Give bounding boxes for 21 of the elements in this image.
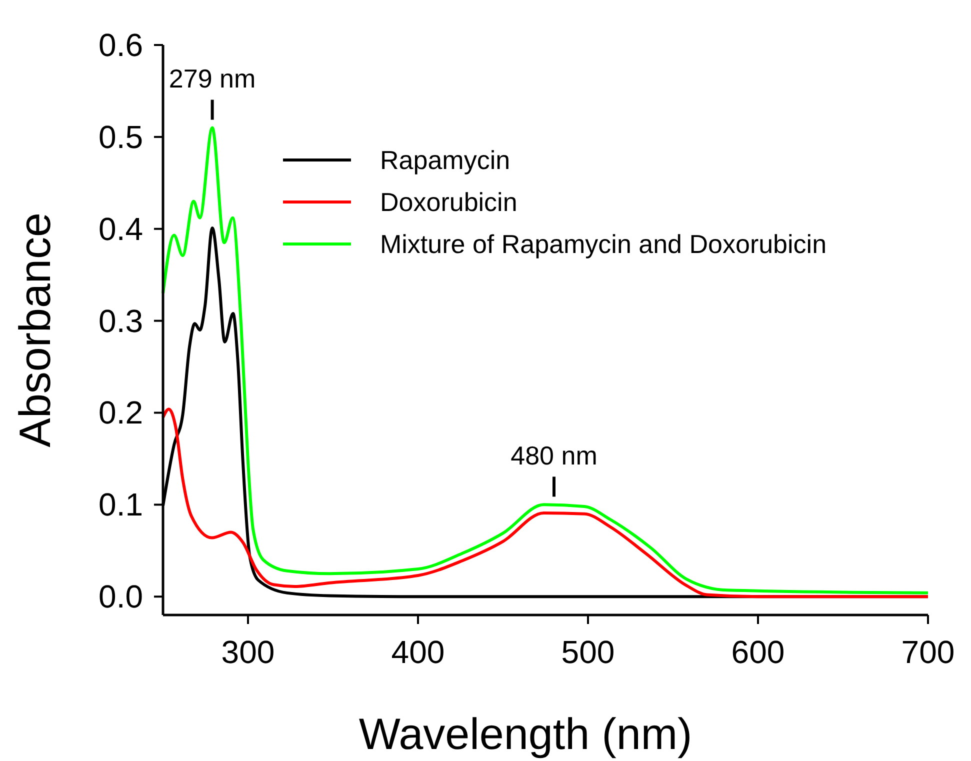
y-axis-title: Absorbance — [11, 212, 60, 448]
y-tick-label: 0.2 — [98, 394, 143, 431]
y-tick-label: 0.0 — [98, 578, 143, 615]
y-tick-label: 0.3 — [98, 302, 143, 339]
x-tick-label: 700 — [901, 634, 955, 670]
x-tick-label: 400 — [391, 634, 445, 670]
y-tick-label: 0.6 — [98, 27, 143, 63]
line-series — [162, 126, 930, 594]
x-tick-label: 500 — [561, 634, 615, 670]
y-tick-label: 0.1 — [98, 486, 143, 523]
line-series — [162, 408, 930, 598]
annotation: 480 nm — [510, 440, 598, 471]
y-tick-label: 0.5 — [98, 118, 143, 155]
y-tick-label: 0.4 — [98, 210, 143, 247]
legend-label: Mixture of Rapamycin and Doxorubicin — [380, 229, 827, 259]
x-tick-label: 300 — [221, 634, 275, 670]
legend-label: Rapamycin — [380, 145, 510, 175]
x-tick-label: 600 — [731, 634, 785, 670]
legend-label: Doxorubicin — [380, 187, 518, 217]
annotation: 279 nm — [168, 64, 256, 94]
x-axis-title: Wavelength (nm) — [358, 710, 692, 759]
